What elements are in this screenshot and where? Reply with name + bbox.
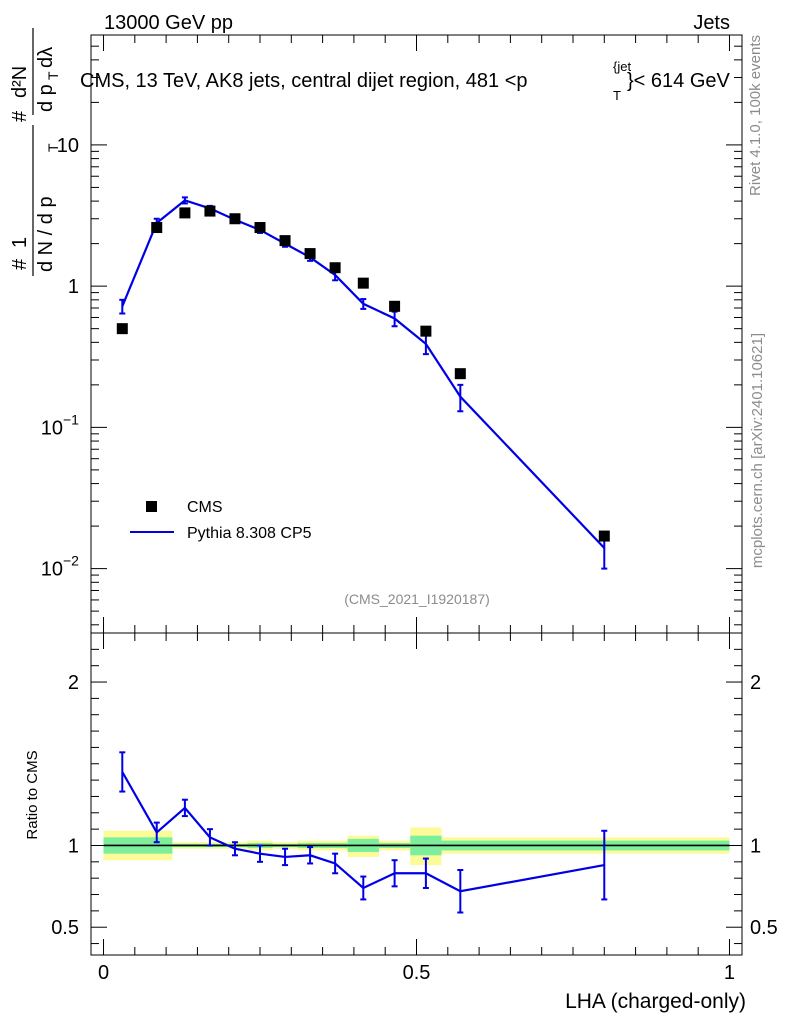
ratio-y-tick-labels: 0.5 0.5 1 1 2 2 bbox=[51, 672, 778, 939]
cms-point bbox=[151, 222, 163, 234]
x-tick-label: 0.5 bbox=[403, 962, 431, 984]
x-tick-label: 1 bbox=[724, 962, 735, 984]
ratio-axis-ticks bbox=[91, 633, 742, 955]
title-prefix: CMS, 13 TeV, AK8 jets, central dijet reg… bbox=[80, 70, 528, 92]
ylabel-d2N: d²N bbox=[9, 66, 31, 98]
ylabel-T2: T bbox=[45, 71, 61, 80]
main-y-tick-base: 10 bbox=[41, 417, 63, 439]
analysis-id: (CMS_2021_I1920187) bbox=[344, 591, 490, 607]
ratio-y-tick-label-right: 0.5 bbox=[750, 917, 778, 939]
main-y-tick-label: 1 bbox=[68, 276, 79, 298]
chart-title: CMS, 13 TeV, AK8 jets, central dijet reg… bbox=[80, 59, 731, 103]
cms-point bbox=[279, 235, 291, 247]
cms-point bbox=[389, 300, 401, 312]
x-axis-label: LHA (charged-only) bbox=[565, 990, 746, 1013]
ratio-uncertainty-bands bbox=[103, 827, 730, 866]
ylabel-hash2: # bbox=[9, 110, 31, 122]
cms-point bbox=[598, 530, 610, 542]
ratio-y-tick-label-right: 2 bbox=[750, 672, 761, 694]
main-y-axis-label: # 1 d N / d p T # d²N d p T dλ bbox=[9, 28, 61, 276]
title-sup: {jet bbox=[613, 59, 631, 74]
ratio-y-tick-label-left: 0.5 bbox=[51, 917, 79, 939]
ylabel-one: 1 bbox=[9, 237, 31, 248]
cms-point bbox=[179, 207, 191, 219]
cms-point bbox=[454, 368, 466, 380]
ylabel-dlambda: dλ bbox=[35, 47, 57, 68]
main-y-tick-label: 10 bbox=[57, 135, 79, 157]
title-sub: T bbox=[613, 88, 621, 103]
ratio-panel-frame bbox=[90, 632, 743, 956]
x-tick-label: 0 bbox=[98, 962, 109, 984]
main-y-tick-exp: −1 bbox=[63, 411, 79, 427]
main-panel-frame bbox=[90, 34, 743, 634]
header-right: Jets bbox=[693, 12, 730, 34]
main-axis-ticks bbox=[91, 34, 742, 633]
cms-point bbox=[304, 248, 316, 260]
cms-point bbox=[116, 323, 128, 335]
cms-point bbox=[357, 277, 369, 289]
pythia-line bbox=[121, 199, 606, 549]
ratio-y-tick-label-left: 2 bbox=[68, 672, 79, 694]
ylabel-hash: # bbox=[9, 258, 31, 270]
legend: CMS Pythia 8.308 CP5 bbox=[130, 499, 312, 542]
x-tick-labels: 0 0.5 1 bbox=[98, 962, 735, 984]
cms-point bbox=[420, 325, 432, 337]
legend-cms-marker bbox=[146, 501, 157, 512]
ylabel-dpT: d p bbox=[35, 84, 57, 112]
ratio-y-tick-label-left: 1 bbox=[68, 835, 79, 857]
ratio-y-tick-label-right: 1 bbox=[750, 835, 761, 857]
mcplots-label: mcplots.cern.ch [arXiv:2401.10621] bbox=[749, 333, 766, 568]
ylabel-T: T bbox=[45, 143, 61, 152]
cms-point bbox=[229, 213, 241, 225]
ratio-data-layer bbox=[119, 751, 608, 914]
cms-point bbox=[329, 262, 341, 274]
legend-cms-label: CMS bbox=[187, 499, 223, 516]
ylabel-dN-over: d N / d p bbox=[35, 196, 57, 272]
rivet-label: Rivet 4.1.0, 100k events bbox=[747, 35, 764, 196]
ratio-y-axis-label: Ratio to CMS bbox=[24, 750, 41, 839]
ratio-line bbox=[121, 771, 605, 893]
cms-point bbox=[254, 222, 266, 234]
title-suffix: }< 614 GeV bbox=[627, 70, 731, 92]
main-y-tick-exp: −2 bbox=[63, 553, 79, 569]
main-data-layer bbox=[116, 196, 610, 570]
main-y-tick-base: 10 bbox=[41, 559, 63, 581]
header-left: 13000 GeV pp bbox=[104, 12, 233, 34]
cms-point bbox=[204, 205, 216, 217]
legend-pythia-label: Pythia 8.308 CP5 bbox=[187, 525, 312, 542]
